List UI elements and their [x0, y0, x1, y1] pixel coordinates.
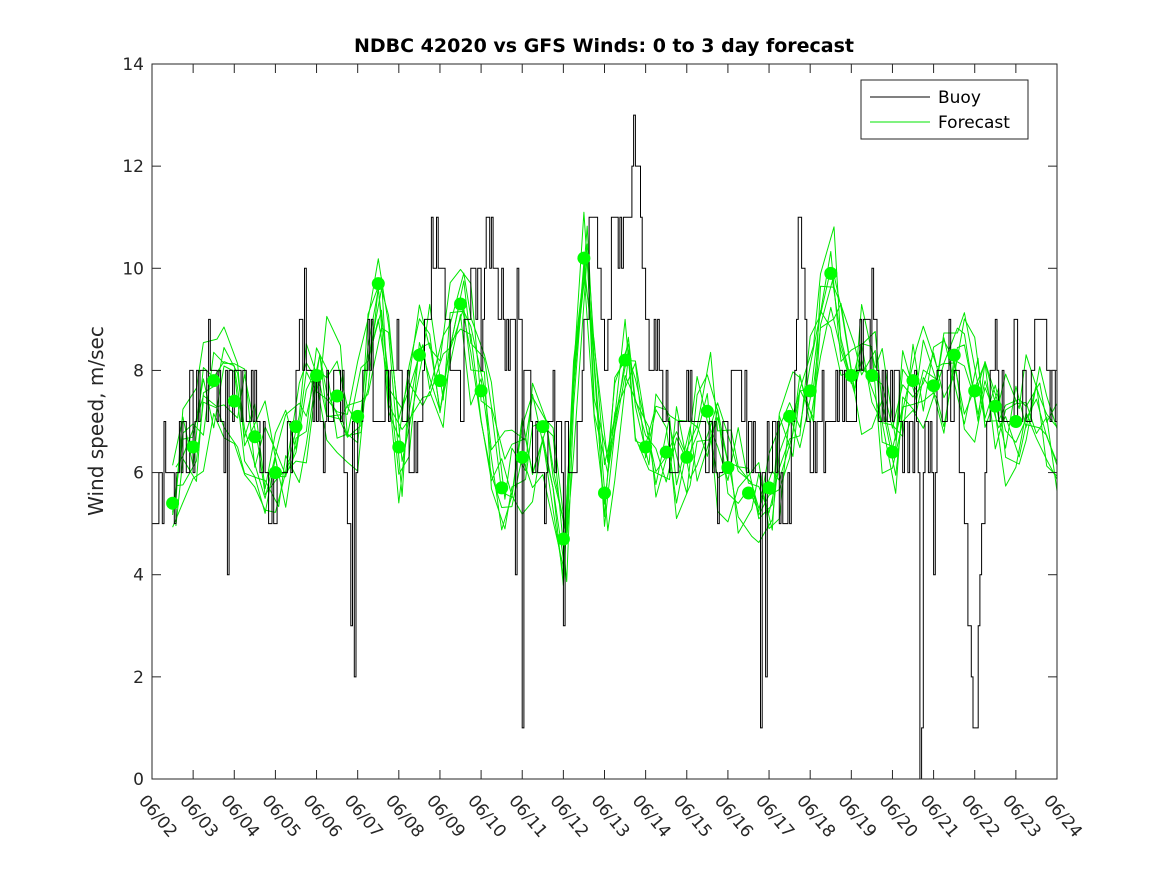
forecast-marker — [433, 374, 447, 388]
forecast-marker — [844, 369, 858, 382]
forecast-marker — [598, 486, 611, 500]
chart-title: NDBC 42020 vs GFS Winds: 0 to 3 day fore… — [354, 35, 854, 57]
forecast-marker — [906, 374, 920, 388]
forecast-marker — [1009, 415, 1023, 428]
forecast-marker — [556, 532, 570, 546]
x-tick-label: 06/16 — [710, 791, 757, 841]
x-tick-label: 06/13 — [587, 791, 634, 841]
forecast-line-5 — [175, 243, 1057, 545]
forecast-marker — [700, 404, 714, 418]
forecast-marker — [166, 496, 180, 510]
forecast-marker — [495, 481, 509, 495]
x-tick-label: 06/24 — [1039, 791, 1086, 841]
forecast-marker — [515, 450, 529, 464]
x-tick-label: 06/07 — [340, 791, 387, 841]
x-tick-label: 06/05 — [258, 791, 305, 841]
forecast-marker — [248, 430, 262, 444]
forecast-marker — [721, 461, 735, 474]
x-tick-label: 06/22 — [957, 791, 1004, 841]
y-tick-label: 4 — [133, 566, 144, 586]
x-tick-label: 06/15 — [669, 791, 716, 841]
forecast-marker — [351, 409, 365, 423]
legend-buoy-label: Buoy — [938, 88, 981, 108]
forecast-marker — [865, 369, 879, 382]
forecast-marker — [886, 445, 899, 459]
forecast-line-1 — [175, 254, 1057, 543]
forecast-marker — [762, 481, 776, 495]
forecast-marker — [803, 384, 817, 398]
forecast-marker — [474, 384, 488, 398]
x-tick-label: 06/08 — [381, 791, 428, 841]
x-tick-label: 06/23 — [998, 791, 1045, 841]
x-tick-label: 06/17 — [751, 791, 798, 841]
forecast-marker — [371, 277, 385, 291]
forecast-marker — [947, 348, 961, 362]
y-tick-label: 0 — [133, 770, 144, 790]
forecast-marker — [207, 374, 221, 388]
forecast-marker — [310, 369, 323, 382]
y-tick-label: 6 — [133, 464, 144, 484]
y-tick-label: 10 — [122, 259, 144, 279]
y-tick-label: 12 — [122, 157, 144, 177]
forecast-marker — [186, 440, 200, 454]
axes: 0246810121406/0206/0306/0406/0506/0606/0… — [122, 55, 1086, 842]
x-tick-label: 06/14 — [628, 791, 675, 841]
forecast-marker — [412, 348, 426, 362]
forecast-marker — [783, 409, 797, 423]
forecast-marker — [659, 445, 673, 459]
forecast-marker — [268, 466, 282, 480]
forecast-marker — [968, 384, 982, 398]
forecast-marker — [289, 420, 303, 434]
legend: Buoy Forecast — [860, 79, 1029, 140]
forecast-line-7 — [175, 226, 1057, 535]
y-tick-label: 14 — [122, 55, 144, 75]
x-tick-label: 06/12 — [546, 791, 593, 841]
y-axis-label: Wind speed, m/sec — [84, 326, 108, 516]
forecast-marker — [454, 297, 467, 311]
forecast-marker — [536, 420, 550, 434]
y-tick-label: 8 — [133, 361, 144, 381]
x-tick-label: 06/10 — [463, 791, 510, 841]
x-tick-label: 06/21 — [916, 791, 963, 841]
forecast-marker — [392, 440, 406, 454]
forecast-marker — [639, 440, 653, 454]
forecast-marker — [927, 379, 941, 393]
forecast-marker — [577, 251, 591, 265]
x-tick-label: 06/04 — [216, 791, 263, 841]
forecast-marker — [742, 486, 755, 500]
legend-forecast-label: Forecast — [938, 113, 1010, 133]
x-tick-label: 06/18 — [792, 791, 839, 841]
forecast-marker — [988, 399, 1002, 413]
x-tick-label: 06/20 — [875, 791, 922, 841]
y-tick-label: 2 — [133, 668, 144, 688]
forecast-marker — [680, 450, 694, 464]
x-tick-label: 06/11 — [504, 791, 551, 841]
x-tick-label: 06/19 — [833, 791, 880, 841]
x-tick-label: 06/06 — [299, 791, 346, 841]
forecast-marker — [618, 353, 632, 367]
legend-box — [860, 79, 1029, 140]
x-tick-label: 06/02 — [134, 791, 181, 841]
x-tick-label: 06/03 — [175, 791, 222, 841]
forecast-marker — [824, 266, 838, 280]
forecast-marker — [227, 394, 241, 408]
plot-area — [152, 114, 1057, 779]
buoy-line — [152, 114, 1057, 779]
x-tick-label: 06/09 — [422, 791, 469, 841]
forecast-marker — [330, 389, 344, 403]
plot-clip-group — [152, 114, 1057, 779]
